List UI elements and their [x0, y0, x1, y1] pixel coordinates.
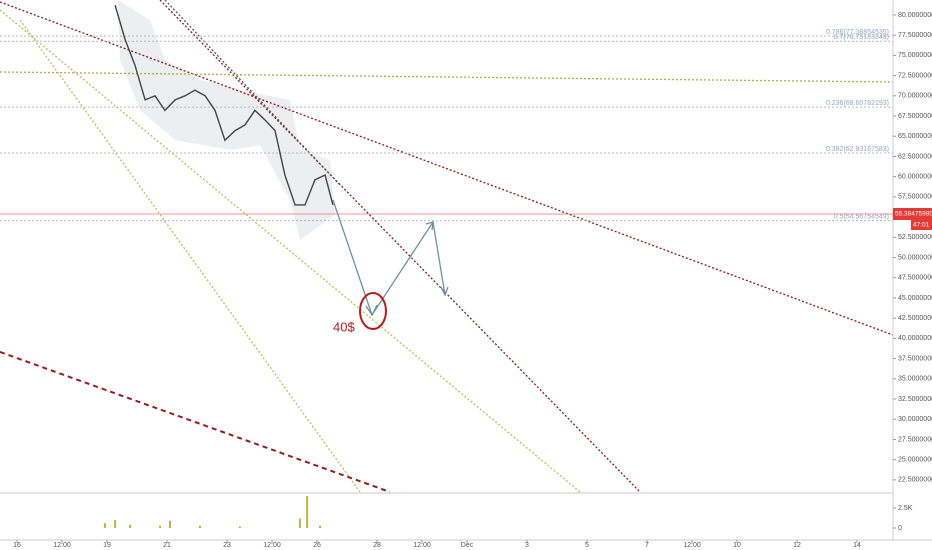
arrow-head [425, 221, 434, 231]
volume-bar [238, 526, 241, 528]
y-tick-label: 40.00000000 [898, 335, 932, 342]
trend-line [0, 9, 581, 493]
forecast-arrow [332, 199, 446, 317]
x-tick-label: 12:00 [413, 542, 431, 549]
y-tick-label: 45.00000000 [898, 295, 932, 302]
y-tick-label: 25.00000000 [898, 457, 932, 464]
y-tick-label: 77.50000000 [898, 32, 932, 39]
plot: 22.50000000 25.00000000 27.50000000 30.0000… [0, 5, 932, 549]
volume-bar [114, 520, 117, 528]
band-fill [118, 0, 335, 240]
y-tick-label: 30.00000000 [898, 416, 932, 423]
price-line-series [114, 5, 334, 206]
y-tick-label: 72.50000000 [898, 72, 932, 79]
fib-label: 0.382(62.93167583) [826, 146, 889, 153]
y-tick-label: 42.50000000 [898, 315, 932, 322]
trend-line [164, 0, 341, 186]
fib-label: 0.7(76.75183349) [834, 34, 889, 41]
x-tick-label: 21 [163, 542, 171, 549]
y-tick-label: 62.50000000 [898, 153, 932, 160]
y-tick-label: 60.00000000 [898, 174, 932, 181]
y-tick-label: 35.00000000 [898, 376, 932, 383]
volume-bar [298, 518, 301, 528]
trend-line [19, 19, 361, 493]
x-tick-label: 16 [13, 542, 21, 549]
y-tick-label: 50.00000000 [898, 254, 932, 261]
y-tick-label: 27.50000000 [898, 436, 932, 443]
trend-line [0, 71, 894, 83]
target-circle [359, 292, 387, 330]
x-tick-label: Dec [461, 542, 474, 549]
y-tick-label: 65.00000000 [898, 133, 932, 140]
price-label: 55.38475980 [895, 211, 932, 218]
trend-line [159, 0, 641, 493]
y-tick-label: 37.50000000 [898, 355, 932, 362]
x-tick-label: 12:00 [683, 542, 701, 549]
trend-line [0, 351, 391, 493]
volume-bar [199, 525, 202, 528]
x-tick-label: 26 [313, 542, 321, 549]
fib-label: 0.5(54.56754549) [834, 213, 889, 220]
arrow-head [365, 304, 378, 317]
x-tick-label: 19 [103, 542, 111, 549]
y-tick-label: 52.50000000 [898, 234, 932, 241]
arrow-head [440, 286, 449, 297]
y-tick-label: 80.00000000 [898, 12, 932, 19]
y-tick-label: 57.50000000 [898, 194, 932, 201]
drawings [0, 0, 894, 493]
x-tick-label: 12 [793, 542, 801, 549]
x-tick-label: 10 [733, 542, 741, 549]
trend-line [0, 1, 894, 336]
y-tick-label: 32.50000000 [898, 396, 932, 403]
x-tick-label: 12:00 [53, 542, 71, 549]
countdown-badge [911, 219, 932, 230]
y-tick-label: 70.00000000 [898, 93, 932, 100]
x-tick-label: 28 [373, 542, 381, 549]
x-tick-label: 5 [585, 542, 589, 549]
y-tick-label: 22.50000000 [898, 477, 932, 484]
volume-bar [129, 524, 132, 528]
x-tick-label: 7 [645, 542, 649, 549]
volume-bar [319, 525, 322, 528]
fib-label: 0.236(68.60782193) [826, 100, 889, 107]
fib-label: 0.786(77.38854535) [826, 29, 889, 36]
volume-bar [159, 525, 162, 528]
x-tick-label: 23 [223, 542, 231, 549]
y-tick-label: 47.50000000 [898, 275, 932, 282]
y2-tick-label: 2.5K [898, 505, 913, 512]
volume-bar [169, 520, 172, 528]
price-badge [893, 207, 932, 220]
x-tick-label: 14 [853, 542, 861, 549]
y-tick-label: 67.50000000 [898, 113, 932, 120]
y2-tick-label: 0 [898, 525, 902, 532]
x-tick-label: 12:00 [263, 542, 281, 549]
y-tick-label: 75.00000000 [898, 52, 932, 59]
annotation: 40$ [333, 319, 355, 334]
x-tick-label: 3 [525, 542, 529, 549]
countdown: 47:01 [913, 222, 930, 229]
volume-bar [306, 496, 309, 528]
volume-bar [103, 523, 106, 528]
